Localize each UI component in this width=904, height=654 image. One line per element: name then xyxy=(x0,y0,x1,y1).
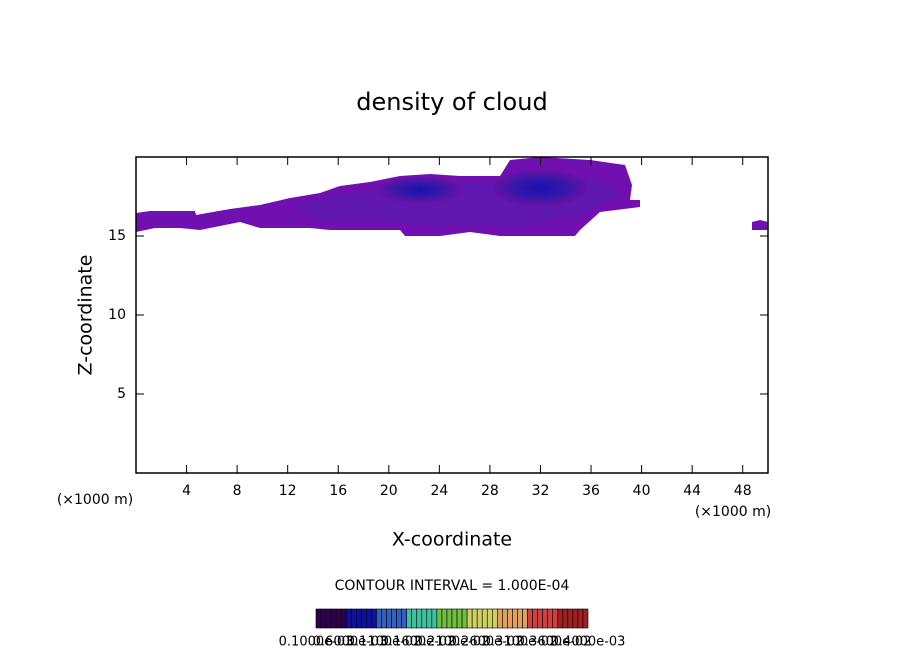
x-tick-label: 20 xyxy=(380,483,398,499)
colorbar-cell xyxy=(396,608,402,629)
y-tick-label: 10 xyxy=(108,307,126,323)
x-tick-label: 16 xyxy=(329,483,347,499)
colorbar-cell xyxy=(436,608,443,629)
colorbar-cell xyxy=(451,608,458,629)
colorbar-cell xyxy=(572,608,579,629)
colorbar-cell xyxy=(350,608,357,629)
colorbar-label: 0.1600e-02 xyxy=(381,635,456,650)
colorbar-label: 0.1000e-03 xyxy=(279,635,354,650)
colorbar-cell xyxy=(361,608,367,629)
colorbar-cell xyxy=(486,608,493,629)
colorbar-cell xyxy=(542,608,549,629)
x-tick-label: 24 xyxy=(430,483,448,499)
colorbar-cell xyxy=(376,608,382,629)
colorbar-cell xyxy=(532,608,538,629)
colorbar-cell xyxy=(401,608,407,629)
colorbar-cell xyxy=(371,608,377,629)
colorbar-cell xyxy=(512,608,518,629)
cloud-contours xyxy=(136,157,768,236)
colorbar-cell xyxy=(577,608,584,629)
colorbar-cell xyxy=(582,608,589,629)
colorbar-cell xyxy=(330,608,337,629)
colorbar-cell xyxy=(320,608,327,629)
colorbar-label: 0.4000e-03 xyxy=(551,635,626,650)
contour-interval: CONTOUR INTERVAL = 1.000E-04 xyxy=(335,578,570,594)
colorbar-cell xyxy=(547,608,554,629)
colorbar-cell xyxy=(315,608,322,629)
colorbar-cell xyxy=(406,608,413,629)
colorbar-cell xyxy=(466,608,473,629)
colorbar-cell xyxy=(325,608,332,629)
x-tick-label: 28 xyxy=(481,483,499,499)
colorbar-cell xyxy=(421,608,428,629)
colorbar-cell xyxy=(366,608,372,629)
colorbar-cell xyxy=(411,608,418,629)
colorbar-label: 0.2600e-02 xyxy=(449,635,524,650)
colorbar-label: 0.2100e-02 xyxy=(415,635,490,650)
colorbar-label: 0.6000e-03 xyxy=(313,635,388,650)
colorbar-label: 0.3600e-02 xyxy=(517,635,592,650)
x-tick-label: 40 xyxy=(633,483,651,499)
colorbar-cell xyxy=(340,608,347,629)
chart-title: density of cloud xyxy=(356,88,547,116)
colorbar-cell xyxy=(355,608,362,629)
y-axis-label: Z-coordinate xyxy=(75,255,97,376)
colorbar-cell xyxy=(552,608,559,629)
colorbar-cell xyxy=(345,608,352,629)
x-tick-label: 36 xyxy=(582,483,600,499)
colorbar-cell xyxy=(476,608,483,629)
colorbar-cell xyxy=(416,608,423,629)
x-tick-label: 12 xyxy=(279,483,297,499)
colorbar-cell xyxy=(522,608,528,629)
colorbar-cell xyxy=(335,608,342,629)
colorbar-cell xyxy=(386,608,392,629)
colorbar-cell xyxy=(391,608,397,629)
x-tick-label: 48 xyxy=(734,483,752,499)
colorbar-cell xyxy=(471,608,478,629)
colorbar-label: 0.1100e-02 xyxy=(347,635,422,650)
x-tick-label: 4 xyxy=(182,483,191,499)
colorbar-cell xyxy=(431,608,438,629)
x-unit-right: (×1000 m) xyxy=(695,504,771,520)
colorbar-cell xyxy=(507,608,513,629)
x-tick-label: 8 xyxy=(233,483,242,499)
colorbar-cell xyxy=(426,608,433,629)
colorbar-cell xyxy=(491,608,498,629)
colorbar-cell xyxy=(446,608,453,629)
x-axis-label: X-coordinate xyxy=(392,529,512,551)
colorbar-cell xyxy=(567,608,574,629)
x-unit-left: (×1000 m) xyxy=(57,492,133,508)
colorbar-cell xyxy=(557,608,564,629)
colorbar-cell xyxy=(497,608,503,629)
x-tick-label: 32 xyxy=(532,483,550,499)
colorbar-cell xyxy=(502,608,508,629)
y-tick-label: 15 xyxy=(108,228,126,244)
colorbar-cell xyxy=(461,608,468,629)
colorbar-cell xyxy=(456,608,463,629)
colorbar-cell xyxy=(441,608,448,629)
colorbar-cell xyxy=(517,608,523,629)
x-tick-label: 44 xyxy=(683,483,701,499)
colorbar-cell xyxy=(562,608,569,629)
colorbar-cell xyxy=(527,608,533,629)
colorbar-cell xyxy=(537,608,543,629)
colorbar-cell xyxy=(481,608,488,629)
y-tick-label: 5 xyxy=(117,386,126,402)
colorbar-label: 0.3100e-02 xyxy=(483,635,558,650)
colorbar-cell xyxy=(381,608,387,629)
